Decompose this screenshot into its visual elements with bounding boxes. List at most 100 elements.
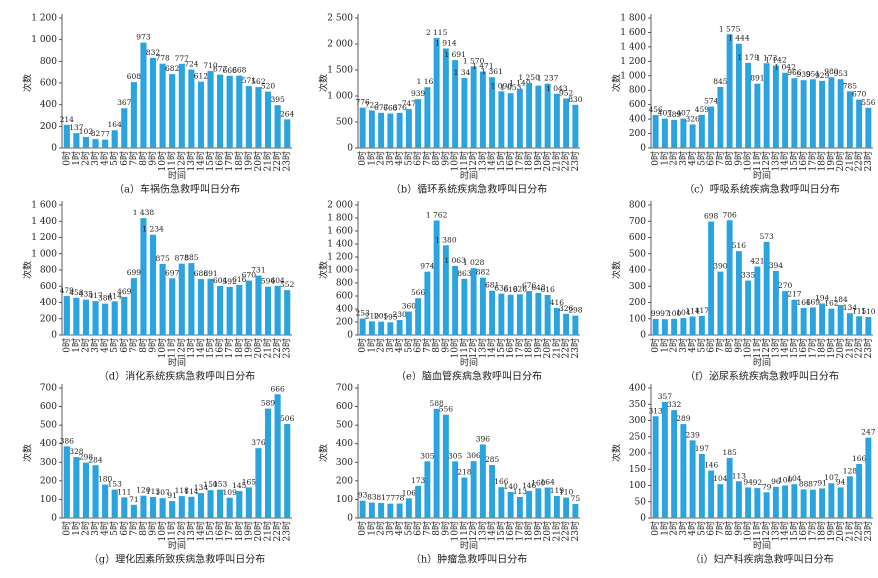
x-tick-label: 12时: [467, 151, 479, 171]
x-tick-label: 13时: [185, 151, 197, 171]
x-tick-label: 17时: [513, 338, 525, 358]
y-tick-label: 300: [629, 416, 646, 426]
x-tick-label: 3时: [384, 151, 396, 166]
value-label: 407: [676, 109, 691, 118]
x-tick-label: 5时: [695, 521, 707, 536]
y-tick-label: 400: [40, 298, 57, 308]
x-tick-label: 14时: [486, 338, 498, 358]
x-tick-label: 20时: [834, 521, 846, 541]
value-label: 153: [213, 480, 228, 489]
bar: [245, 280, 252, 335]
y-tick-label: 200: [336, 318, 353, 328]
bar: [159, 498, 166, 518]
value-label: 111: [117, 487, 131, 496]
value-label: 134: [843, 303, 858, 312]
value-label: 113: [146, 487, 161, 496]
y-tick-label: 150: [629, 465, 646, 475]
value-label: 1 346: [454, 68, 476, 77]
value-label: 77: [386, 494, 396, 503]
value-label: 691: [203, 269, 217, 278]
x-tick-label: 16时: [504, 151, 516, 171]
bar: [837, 487, 844, 518]
bar: [516, 497, 523, 518]
x-tick-label: 8时: [430, 338, 442, 353]
bar: [763, 241, 770, 335]
value-label: 417: [88, 291, 103, 300]
x-tick-label: 4时: [99, 521, 111, 536]
bar: [368, 502, 375, 518]
x-tick-label: 10时: [156, 151, 168, 171]
y-tick-label: 350: [629, 400, 646, 410]
x-tick-label: 5时: [402, 338, 414, 353]
bar: [415, 485, 422, 518]
value-label: 253: [355, 309, 370, 318]
value-label: 185: [722, 448, 737, 457]
value-label: 115: [852, 306, 867, 315]
bar: [102, 139, 109, 148]
x-tick-label: 19时: [825, 151, 837, 171]
bar: [828, 308, 835, 335]
value-label: 78: [395, 494, 405, 503]
y-tick-label: 300: [40, 458, 57, 468]
y-tick-label: 0: [347, 144, 353, 154]
bar: [130, 82, 137, 148]
bar: [726, 34, 733, 148]
y-tick-label: 500: [40, 421, 57, 431]
value-label: 589: [261, 399, 276, 408]
bar: [652, 318, 659, 335]
x-tick-label: 9时: [439, 521, 451, 536]
bar: [188, 263, 195, 335]
value-label: 396: [476, 434, 491, 443]
value-label: 81: [376, 493, 386, 502]
x-tick-label: 11时: [166, 338, 178, 358]
y-tick-label: 1 600: [31, 201, 57, 211]
bar: [255, 448, 262, 518]
x-tick-label: 0时: [60, 151, 72, 166]
value-label: 376: [251, 438, 266, 447]
bar: [63, 296, 70, 335]
value-label: 951: [806, 69, 820, 78]
value-label: 326: [685, 114, 700, 123]
value-label: 93: [358, 491, 368, 500]
value-label: 184: [833, 295, 848, 304]
x-tick-label: 5时: [108, 338, 120, 353]
x-tick-label: 19时: [242, 338, 254, 358]
value-label: 1 914: [435, 38, 457, 47]
x-tick-label: 3时: [384, 338, 396, 353]
bar: [149, 497, 157, 518]
value-label: 173: [411, 476, 426, 485]
x-tick-label: 9时: [439, 151, 451, 166]
bar: [553, 307, 560, 335]
y-tick-label: 1 000: [31, 249, 57, 259]
value-label: 79: [762, 482, 772, 491]
x-tick-label: 13时: [769, 151, 781, 171]
bar: [735, 43, 742, 148]
bar: [563, 98, 570, 148]
bar: [73, 133, 80, 148]
bar: [735, 251, 742, 335]
value-label: 1 575: [719, 24, 741, 33]
value-label: 117: [695, 306, 710, 315]
y-tick-label: 400: [336, 305, 353, 315]
value-label: 197: [695, 444, 710, 453]
value-label: 1 380: [435, 235, 457, 244]
x-tick-label: 11时: [166, 521, 178, 541]
value-label: 953: [833, 69, 848, 78]
x-tick-label: 20时: [252, 151, 264, 171]
value-label: 332: [667, 400, 682, 409]
value-label: 305: [420, 451, 435, 460]
bar: [782, 72, 789, 148]
bar: [433, 408, 440, 518]
value-label: 506: [280, 414, 295, 423]
x-tick-label: 14时: [779, 151, 791, 171]
value-label: 520: [261, 82, 276, 91]
bar: [544, 83, 551, 148]
value-label: 966: [787, 68, 802, 77]
bar: [652, 115, 659, 148]
bar: [516, 294, 523, 335]
chart-title: （a）车祸伤急救呼叫日分布: [114, 183, 240, 196]
x-tick-label: 0时: [649, 521, 661, 536]
y-tick-label: 1 800: [620, 14, 646, 24]
y-tick-label: 200: [336, 476, 353, 486]
value-label: 289: [676, 414, 691, 423]
